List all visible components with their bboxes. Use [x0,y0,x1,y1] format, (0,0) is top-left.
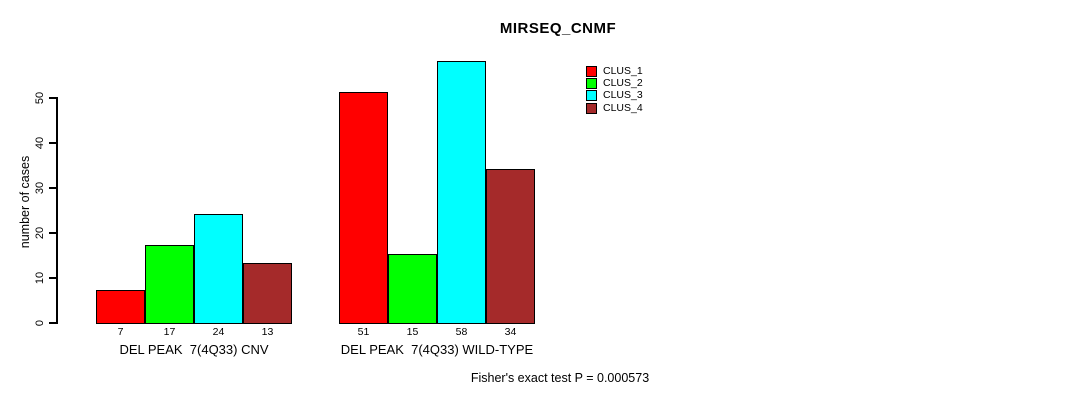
legend: CLUS_1 CLUS_2 CLUS_3 CLUS_4 [586,65,643,114]
stat-annotation: Fisher's exact test P = 0.000573 [470,371,650,385]
bar-value-label: 7 [117,326,124,338]
y-tick [49,97,56,99]
bar-value-label: 58 [455,326,468,338]
y-tick-label: 10 [34,271,46,285]
y-tick-label: 30 [34,181,46,195]
bar [194,214,243,324]
bar [145,245,194,324]
bar-value-label: 24 [212,326,225,338]
chart-title: MIRSEQ_CNMF [499,20,617,37]
legend-item: CLUS_4 [586,102,643,114]
legend-item: CLUS_3 [586,90,643,102]
legend-swatch [586,77,597,89]
bar [437,61,486,324]
legend-label: CLUS_3 [603,89,643,102]
y-axis-label: number of cases [18,155,32,249]
bar [96,290,145,324]
y-tick [49,187,56,189]
legend-item: CLUS_2 [586,77,643,89]
y-tick [49,142,56,144]
bar-value-label: 15 [406,326,419,338]
legend-label: CLUS_1 [603,64,643,77]
y-tick-label: 20 [34,226,46,240]
legend-label: CLUS_2 [603,77,643,90]
bar-value-label: 34 [504,326,517,338]
legend-label: CLUS_4 [603,101,643,114]
y-tick [49,277,56,279]
legend-swatch [586,102,597,114]
y-tick-label: 50 [34,91,46,105]
y-tick [49,232,56,234]
bar [486,169,535,324]
y-tick-label: 40 [34,136,46,150]
y-axis-line [56,97,58,324]
bar [388,254,437,324]
bar [339,92,388,324]
bar-value-label: 17 [163,326,176,338]
bar-value-label: 13 [261,326,274,338]
bar-value-label: 51 [357,326,370,338]
legend-swatch [586,65,597,77]
legend-swatch [586,90,597,102]
bar [243,263,292,324]
y-tick-label: 0 [34,319,46,327]
x-axis-group-label: DEL PEAK 7(4Q33) WILD-TYPE [340,342,534,357]
x-axis-group-label: DEL PEAK 7(4Q33) CNV [119,342,269,357]
y-tick [49,322,56,324]
legend-item: CLUS_1 [586,65,643,77]
